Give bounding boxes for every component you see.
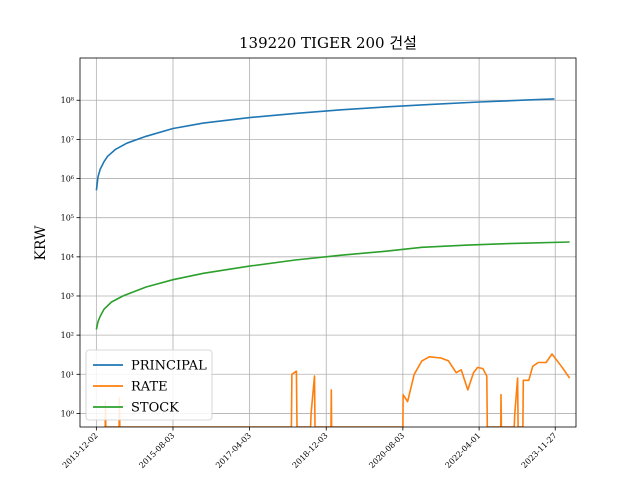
y-tick-label: 10³ bbox=[61, 292, 74, 301]
axes-frame bbox=[79, 57, 577, 428]
legend-label-principal: PRINCIPAL bbox=[131, 359, 207, 374]
y-tick-label: 10⁷ bbox=[61, 135, 74, 144]
plot-lines bbox=[95, 98, 571, 427]
legend-label-rate: RATE bbox=[131, 380, 168, 395]
chart-title: 139220 TIGER 200 건설 bbox=[239, 34, 417, 52]
y-tick-label: 10⁴ bbox=[61, 253, 74, 262]
legend: PRINCIPAL RATE STOCK bbox=[85, 349, 213, 421]
series-line-rate bbox=[104, 353, 571, 427]
series-line-stock bbox=[95, 241, 570, 330]
series-line-principal bbox=[95, 98, 555, 191]
y-tick-label: 10² bbox=[61, 331, 74, 340]
legend-label-stock: STOCK bbox=[131, 401, 179, 416]
y-axis-ticks: 10⁰ 10¹ 10² 10³ 10⁴ 10⁵ 10⁶ 10⁷ 10⁸ bbox=[61, 96, 80, 418]
y-tick-label: 10¹ bbox=[61, 370, 74, 379]
y-tick-label: 10⁸ bbox=[61, 96, 74, 105]
y-axis-label: KRW bbox=[33, 225, 49, 261]
y-tick-label: 10⁰ bbox=[61, 409, 74, 418]
y-tick-label: 10⁵ bbox=[61, 214, 74, 223]
y-tick-label: 10⁶ bbox=[61, 175, 74, 184]
legend-box bbox=[85, 349, 213, 421]
